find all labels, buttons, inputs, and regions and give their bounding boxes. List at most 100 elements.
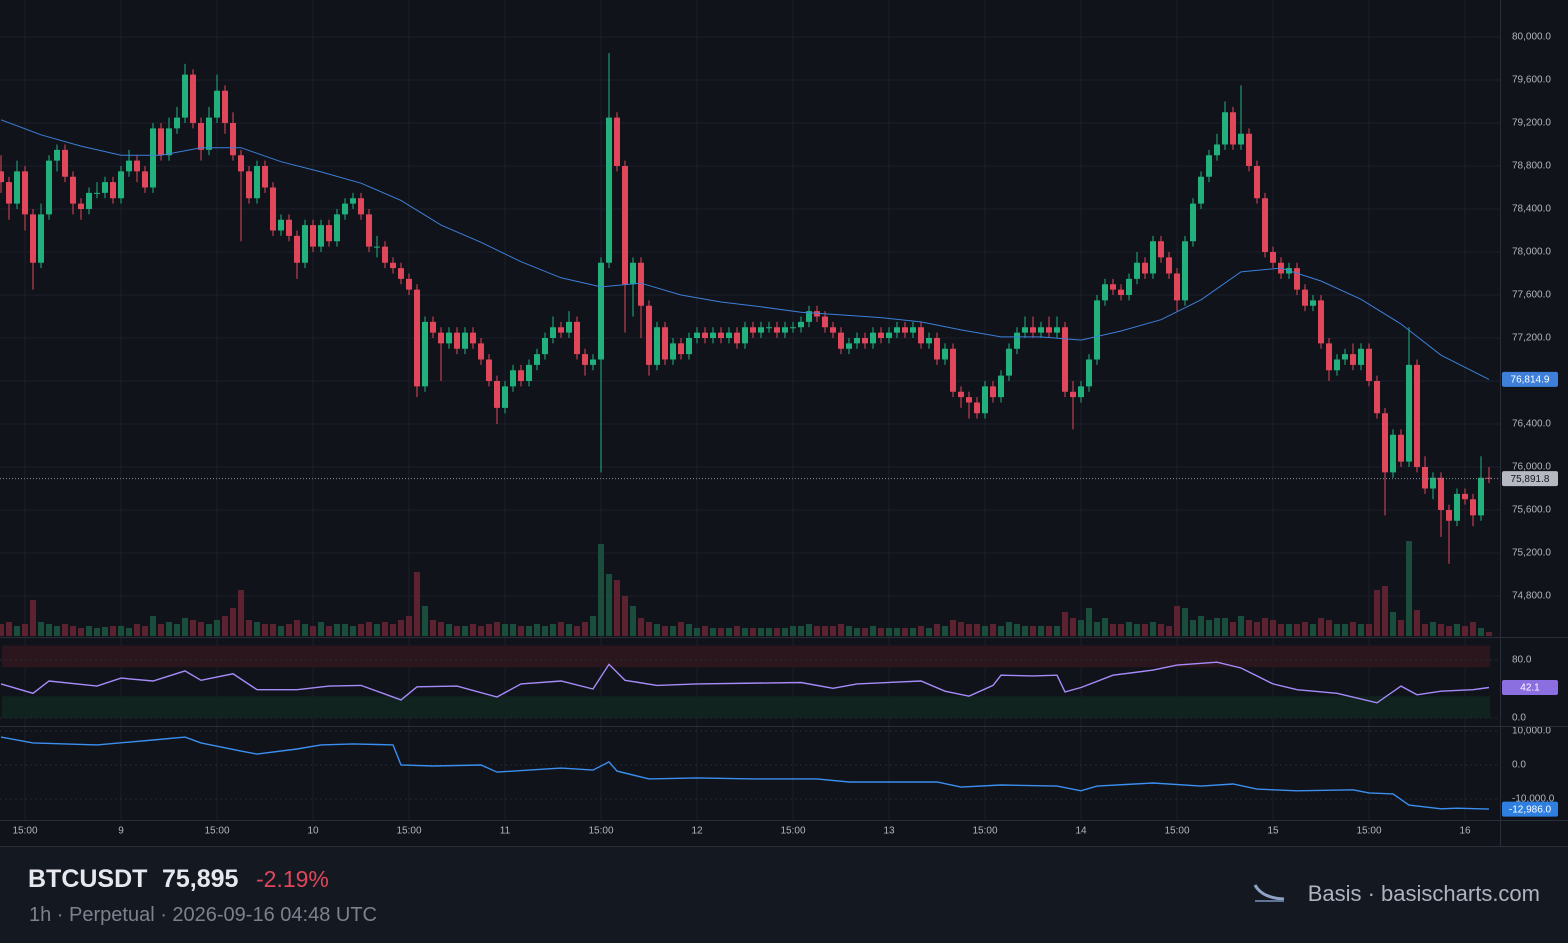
volume-bar: [350, 626, 356, 636]
candle-body: [134, 160, 140, 172]
change: -2.19%: [256, 866, 329, 892]
y-tick-label: 74,800.0: [1512, 591, 1551, 602]
volume-bar: [950, 620, 956, 636]
candle-body: [1318, 300, 1324, 344]
volume-bar: [0, 624, 4, 636]
candle-body: [606, 117, 612, 263]
volume-bar: [1454, 624, 1460, 636]
volume-bar: [822, 626, 828, 636]
volume-bar: [750, 628, 756, 636]
candle-body: [1462, 493, 1468, 500]
volume-bar: [966, 624, 972, 636]
volume-bar: [1446, 626, 1452, 636]
candle-body: [566, 321, 572, 333]
candle-body: [1158, 241, 1164, 258]
y-tick-label: 78,800.0: [1512, 161, 1551, 172]
candle-body: [918, 327, 924, 344]
footer: BTCUSDT 75,895 -2.19% 1h · Perpetual · 2…: [0, 846, 1568, 943]
candle-body: [1270, 251, 1276, 263]
moving-average-line: [0, 119, 1490, 380]
volume-bar: [454, 626, 460, 636]
volume-bar: [374, 624, 380, 636]
candle-body: [654, 327, 660, 365]
candle-body: [406, 278, 412, 290]
candle-body: [214, 90, 220, 118]
volume-bar: [198, 622, 204, 636]
candle-body: [78, 203, 84, 209]
volume-bar: [1422, 624, 1428, 636]
candle-body: [966, 397, 972, 403]
candle-body: [30, 214, 36, 263]
volume-bar: [638, 618, 644, 636]
volume-bar: [862, 628, 868, 636]
candle-body: [838, 332, 844, 349]
volume-bar: [630, 606, 636, 636]
volume-bar: [6, 622, 12, 636]
candle-body: [990, 386, 996, 398]
x-tick-label: 15:00: [396, 826, 421, 837]
candle-body: [326, 225, 332, 242]
candle-body: [590, 359, 596, 365]
volume-bar: [854, 628, 860, 636]
candle-body: [1110, 284, 1116, 290]
candle-body: [854, 337, 860, 344]
volume-bar: [846, 626, 852, 636]
candle-body: [542, 337, 548, 355]
volume-bar: [286, 624, 292, 636]
y-tick-label: -10,000.0: [1512, 794, 1555, 805]
candle-body: [1166, 257, 1172, 274]
candle-body: [318, 225, 324, 247]
candle-body: [614, 117, 620, 166]
volume-bar: [358, 624, 364, 636]
volume-bar: [294, 620, 300, 636]
volume-bar: [342, 624, 348, 636]
x-tick-label: 15:00: [204, 826, 229, 837]
x-tick-label: 9: [118, 826, 124, 837]
candle-body: [1094, 300, 1100, 360]
volume-bar: [1302, 622, 1308, 636]
volume-bar: [590, 616, 596, 636]
candle-body: [1398, 434, 1404, 462]
y-tick-label: 77,600.0: [1512, 290, 1551, 301]
candle-body: [974, 402, 980, 414]
indicator-value-label-box: [1502, 801, 1558, 817]
candle-body: [774, 327, 780, 333]
candle-body: [270, 187, 276, 231]
candle-body: [726, 332, 732, 338]
candle-body: [742, 327, 748, 344]
candle-body: [934, 337, 940, 360]
candle-body: [982, 386, 988, 414]
volume-bar: [1070, 618, 1076, 636]
last-price-label: 75,891.8: [1511, 474, 1550, 485]
candle-body: [86, 192, 92, 209]
candle-body: [1102, 284, 1108, 301]
volume-bar: [1270, 620, 1276, 636]
candle-body: [1006, 348, 1012, 376]
candle-body: [374, 246, 380, 248]
volume-bar: [1150, 622, 1156, 636]
volume-bar: [806, 624, 812, 636]
volume-bar: [1398, 620, 1404, 636]
candle-body: [1414, 364, 1420, 468]
candle-body: [1078, 386, 1084, 398]
volume-bar: [1126, 622, 1132, 636]
chart: 15:00 9 15:00 10 15:00 11 15:00 12 15:00 13 15:00 1…: [0, 0, 1568, 846]
candle-body: [438, 332, 444, 344]
volume-bar: [382, 622, 388, 636]
candle-body: [1310, 300, 1316, 306]
volume-bar: [566, 624, 572, 636]
volume-bar: [318, 622, 324, 636]
candle-body: [662, 327, 668, 360]
x-tick-label: 15:00: [1356, 826, 1381, 837]
volume-bar: [574, 626, 580, 636]
volume-bar: [78, 628, 84, 636]
candle-body: [926, 337, 932, 344]
candle-body: [390, 262, 396, 269]
candle-body: [502, 386, 508, 408]
x-tick-label: 13: [883, 826, 895, 837]
y-tick-label: 79,200.0: [1512, 118, 1551, 129]
candle-body: [806, 311, 812, 322]
candle-body: [766, 327, 772, 329]
volume-bar: [1438, 624, 1444, 636]
candle-body: [814, 311, 820, 317]
